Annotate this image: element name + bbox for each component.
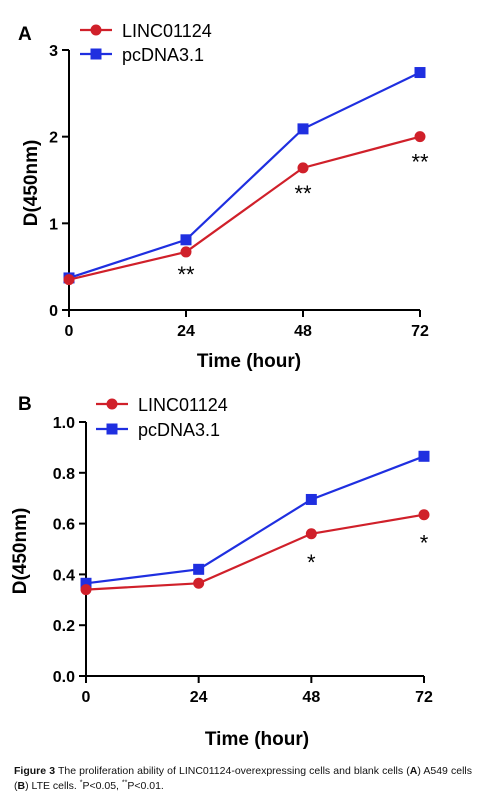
y-tick-label: 0.8 [53, 466, 75, 483]
x-axis-label: Time (hour) [205, 729, 309, 750]
y-axis-label: D(450nm) [21, 140, 42, 227]
y-tick-label: 1.0 [53, 415, 75, 432]
x-tick-label: 0 [82, 689, 91, 706]
figure-caption: Figure 3 The proliferation ability of LI… [14, 764, 472, 794]
significance-mark: * [420, 531, 429, 556]
data-point-circle [63, 274, 75, 286]
significance-mark: ** [294, 181, 312, 206]
y-tick-label: 3 [49, 43, 58, 60]
caption-sig2-sup: ** [121, 779, 128, 787]
data-point-square [180, 234, 192, 246]
data-point-circle [193, 577, 205, 589]
legend-label: LINC01124 [122, 21, 212, 41]
data-point-square [414, 67, 426, 79]
legend-marker-circle [106, 398, 118, 410]
panel-letter-a: A [18, 24, 32, 45]
legend-label: pcDNA3.1 [122, 45, 204, 65]
x-tick-label: 72 [411, 323, 429, 340]
y-tick-label: 1 [49, 216, 58, 233]
data-point-square [418, 450, 430, 462]
significance-mark: * [307, 550, 316, 575]
x-axis-label: Time (hour) [197, 351, 301, 372]
y-tick-label: 0.2 [53, 618, 75, 635]
data-point-circle [297, 162, 309, 174]
legend-marker-square [106, 423, 118, 435]
caption-text-2: ) A549 cells ( [14, 765, 473, 792]
legend-label: LINC01124 [138, 395, 228, 415]
data-point-circle [180, 246, 192, 258]
caption-text-3: ) LTE cells. [25, 780, 80, 792]
significance-mark: ** [177, 262, 195, 287]
x-tick-label: 24 [190, 689, 208, 706]
panel-letter-b: B [18, 394, 32, 415]
caption-b: B [17, 780, 26, 792]
x-tick-label: 48 [302, 689, 320, 706]
y-tick-label: 0 [49, 303, 58, 320]
caption-sig1-sup: * [79, 779, 83, 787]
caption-text-1: The proliferation ability of LINC01124-o… [55, 765, 410, 777]
caption-sig2: P<0.01. [127, 780, 164, 792]
legend-marker-square [90, 48, 102, 60]
data-point-square [305, 493, 317, 505]
data-point-circle [305, 528, 317, 540]
significance-mark: ** [411, 150, 429, 175]
y-tick-label: 0.0 [53, 669, 75, 686]
y-tick-label: 0.4 [53, 567, 75, 584]
chart-panel-b: B D(450nm) Time (hour) 0.0 0.2 0.4 0.6 0.8 1.… [10, 394, 433, 750]
caption-sig1: P<0.05, [82, 780, 122, 792]
data-point-square [297, 123, 309, 135]
data-point-square [193, 563, 205, 575]
data-point-circle [418, 509, 430, 521]
data-point-circle [414, 131, 426, 143]
x-tick-label: 0 [65, 323, 74, 340]
series-line [85, 455, 425, 585]
y-axis-label: D(450nm) [10, 508, 31, 595]
data-point-square [80, 577, 92, 589]
series-line [68, 71, 421, 279]
x-tick-label: 48 [294, 323, 312, 340]
series-line [85, 513, 425, 591]
x-tick-label: 24 [177, 323, 195, 340]
caption-label: Figure 3 [14, 765, 56, 777]
legend-marker-circle [90, 24, 102, 36]
data-point-circle [80, 584, 92, 596]
series-line [68, 135, 421, 281]
x-tick-label: 72 [415, 689, 433, 706]
y-tick-label: 2 [49, 130, 58, 147]
legend-label: pcDNA3.1 [138, 420, 220, 440]
caption-a: A [409, 765, 418, 777]
chart-panel-a: A D(450nm) Time (hour) 0 1 2 3 0 24 48 72 LINC0… [18, 21, 429, 372]
y-tick-label: 0.6 [53, 517, 75, 534]
